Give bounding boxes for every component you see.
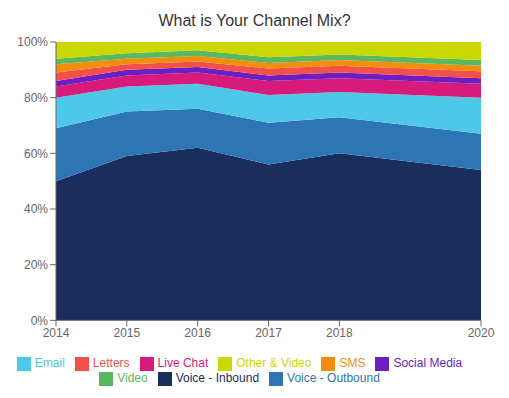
html-text:Live Chat: Live Chat [157, 356, 209, 371]
html-text:Other & Video: Other & Video [236, 356, 312, 371]
svg-text:2018: 2018 [326, 326, 353, 340]
svg-text:60%: 60% [24, 147, 48, 161]
html-text:SMS: SMS [339, 356, 366, 371]
html-text:Voice - Inbound: Voice - Inbound [175, 371, 260, 386]
svg-text:2015: 2015 [113, 326, 140, 340]
svg-text:2017: 2017 [255, 326, 282, 340]
svg-text:2020: 2020 [468, 326, 495, 340]
svg-text:20%: 20% [24, 258, 48, 272]
html-text:Video: Video [117, 371, 148, 386]
html-text:Letters: Letters [92, 356, 130, 371]
svg-text:100%: 100% [17, 35, 48, 49]
html-text:Social Media: Social Media [393, 356, 463, 371]
svg-text:0%: 0% [31, 314, 49, 328]
html-text:Email: Email [34, 356, 65, 371]
svg-text:2016: 2016 [184, 326, 211, 340]
html-text:Voice - Outbound: Voice - Outbound [287, 371, 380, 386]
svg-text:2014: 2014 [43, 326, 70, 340]
svg-text:80%: 80% [24, 91, 48, 105]
html-text:What is Your Channel Mix?: What is Your Channel Mix? [158, 12, 351, 29]
svg-text:40%: 40% [24, 202, 48, 216]
